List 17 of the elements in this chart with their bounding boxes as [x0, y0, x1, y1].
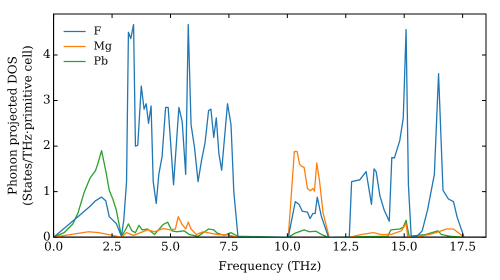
- x-tick-label: 0.0: [44, 240, 64, 254]
- y-tick-label: 2: [42, 138, 51, 152]
- x-tick-label: 7.5: [219, 240, 238, 254]
- y-tick-label: 4: [42, 47, 51, 62]
- x-tick-label: 17.5: [449, 240, 476, 254]
- x-axis-title: Frequency (THz): [218, 258, 322, 273]
- x-tick-label: 2.5: [102, 240, 122, 254]
- x-tick-label: 10.0: [274, 240, 301, 254]
- y-axis-title: Phonon projected DOS (States/THz·primitive cell): [6, 45, 35, 206]
- legend-label: F: [94, 24, 102, 38]
- legend-label: Mg: [94, 39, 112, 52]
- x-tick-label: 12.5: [332, 240, 360, 254]
- y-tick-label: 3: [42, 92, 51, 107]
- x-tick-label: 5.0: [160, 240, 180, 254]
- x-tick-label: 15.0: [390, 240, 418, 254]
- legend-label: Pb: [94, 54, 108, 68]
- y-tick-label: 1: [42, 184, 51, 198]
